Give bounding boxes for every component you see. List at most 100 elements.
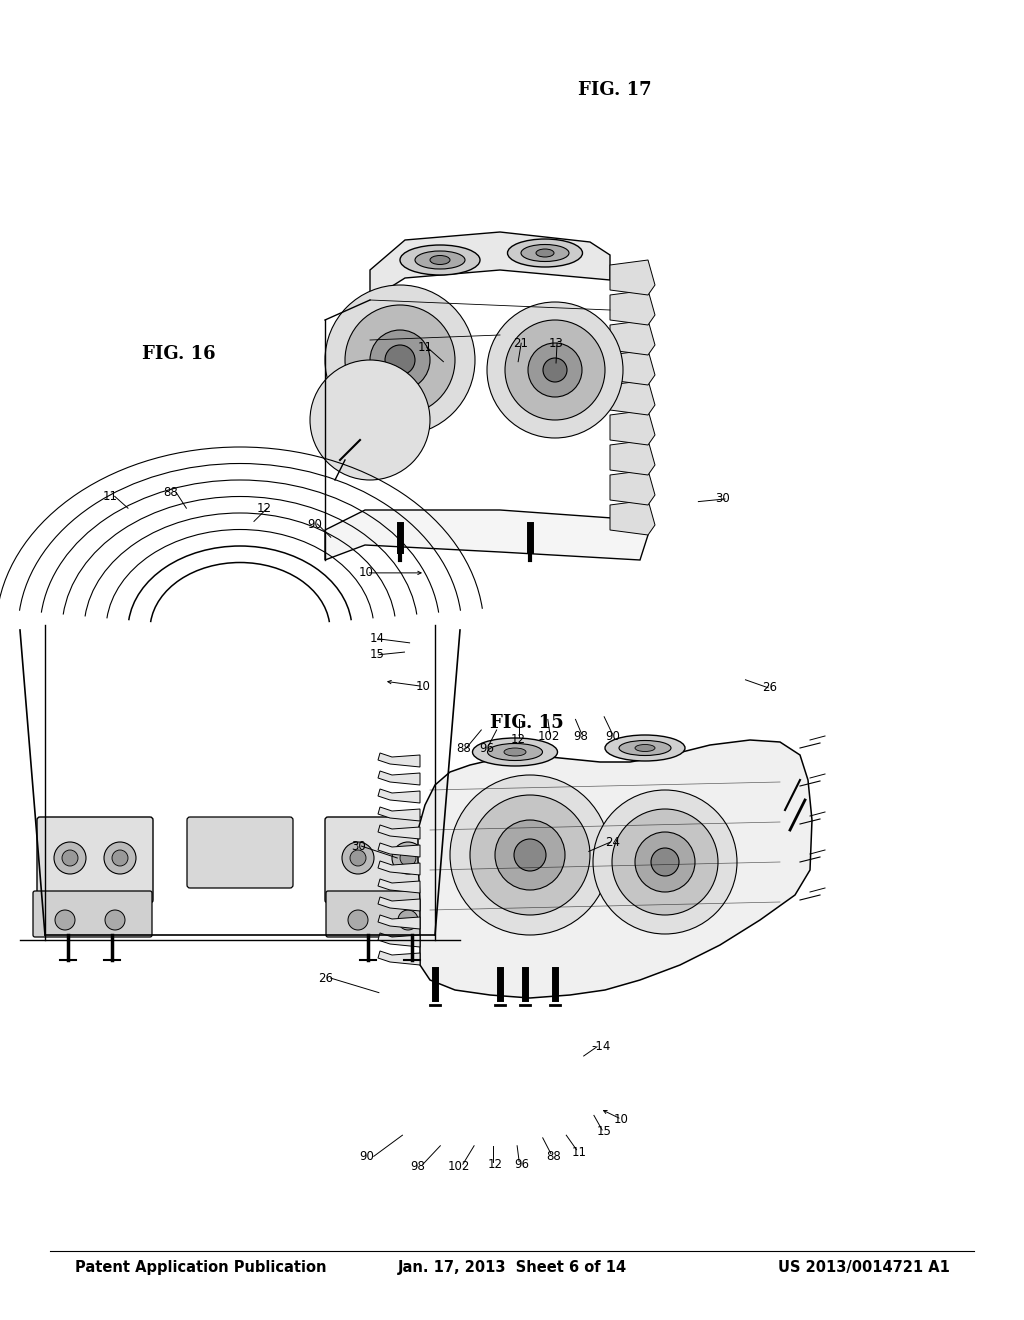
FancyBboxPatch shape <box>326 891 445 937</box>
Ellipse shape <box>605 735 685 762</box>
Polygon shape <box>325 510 648 560</box>
Circle shape <box>505 319 605 420</box>
Circle shape <box>392 842 424 874</box>
Text: 12: 12 <box>488 1158 503 1171</box>
Circle shape <box>635 832 695 892</box>
Circle shape <box>345 305 455 414</box>
Text: 12: 12 <box>257 502 271 515</box>
Polygon shape <box>378 879 420 894</box>
Circle shape <box>651 847 679 876</box>
Polygon shape <box>378 915 420 929</box>
Polygon shape <box>378 898 420 911</box>
Ellipse shape <box>635 744 655 751</box>
Circle shape <box>348 909 368 931</box>
Ellipse shape <box>472 738 557 766</box>
Text: Jan. 17, 2013  Sheet 6 of 14: Jan. 17, 2013 Sheet 6 of 14 <box>397 1259 627 1275</box>
Polygon shape <box>418 741 812 998</box>
Circle shape <box>470 795 590 915</box>
Text: 102: 102 <box>538 730 560 743</box>
Text: 88: 88 <box>164 486 178 499</box>
Text: 88: 88 <box>457 742 471 755</box>
Circle shape <box>105 909 125 931</box>
Polygon shape <box>378 752 420 767</box>
Ellipse shape <box>521 244 569 261</box>
FancyBboxPatch shape <box>37 817 153 903</box>
Ellipse shape <box>508 239 583 267</box>
Polygon shape <box>378 950 420 965</box>
Text: FIG. 16: FIG. 16 <box>142 345 216 363</box>
Circle shape <box>350 850 366 866</box>
Polygon shape <box>610 350 655 385</box>
Circle shape <box>54 842 86 874</box>
Text: 88: 88 <box>547 1150 561 1163</box>
Circle shape <box>104 842 136 874</box>
Text: 10: 10 <box>614 1113 629 1126</box>
Circle shape <box>495 820 565 890</box>
Text: 90: 90 <box>307 517 322 531</box>
Circle shape <box>593 789 737 935</box>
Ellipse shape <box>536 249 554 257</box>
Text: 11: 11 <box>418 341 432 354</box>
Ellipse shape <box>430 256 450 264</box>
Text: 13: 13 <box>549 337 563 350</box>
Text: 96: 96 <box>479 742 494 755</box>
Polygon shape <box>370 232 610 300</box>
Circle shape <box>112 850 128 866</box>
Circle shape <box>325 285 475 436</box>
Ellipse shape <box>618 741 671 755</box>
Polygon shape <box>378 933 420 946</box>
Circle shape <box>543 358 567 381</box>
FancyBboxPatch shape <box>187 817 293 888</box>
Text: 26: 26 <box>763 681 777 694</box>
Circle shape <box>514 840 546 871</box>
Ellipse shape <box>400 246 480 275</box>
Text: FIG. 17: FIG. 17 <box>578 81 651 99</box>
Polygon shape <box>378 843 420 857</box>
Ellipse shape <box>487 743 543 760</box>
Text: 98: 98 <box>411 1160 425 1173</box>
Polygon shape <box>378 789 420 803</box>
Text: US 2013/0014721 A1: US 2013/0014721 A1 <box>778 1259 950 1275</box>
Text: 14: 14 <box>370 632 384 645</box>
Text: FIG. 15: FIG. 15 <box>490 714 564 733</box>
FancyBboxPatch shape <box>325 817 441 903</box>
Text: 21: 21 <box>513 337 527 350</box>
Circle shape <box>612 809 718 915</box>
Text: 11: 11 <box>572 1146 587 1159</box>
Polygon shape <box>610 470 655 506</box>
Polygon shape <box>378 861 420 875</box>
FancyBboxPatch shape <box>33 891 152 937</box>
Text: 30: 30 <box>716 492 730 506</box>
Polygon shape <box>610 440 655 475</box>
Text: 15: 15 <box>597 1125 611 1138</box>
Circle shape <box>487 302 623 438</box>
Text: 30: 30 <box>351 840 366 853</box>
Circle shape <box>370 330 430 389</box>
Circle shape <box>385 345 415 375</box>
Text: 102: 102 <box>447 1160 470 1173</box>
Circle shape <box>310 360 430 480</box>
Circle shape <box>55 909 75 931</box>
Text: 15: 15 <box>370 648 384 661</box>
Text: 11: 11 <box>103 490 118 503</box>
Text: 24: 24 <box>605 836 620 849</box>
Polygon shape <box>378 807 420 821</box>
Polygon shape <box>378 771 420 785</box>
Circle shape <box>450 775 610 935</box>
Polygon shape <box>610 380 655 414</box>
Text: 90: 90 <box>359 1150 374 1163</box>
Ellipse shape <box>415 251 465 269</box>
Text: 96: 96 <box>515 1158 529 1171</box>
Circle shape <box>398 909 418 931</box>
Polygon shape <box>610 500 655 535</box>
Ellipse shape <box>504 748 526 756</box>
Text: 98: 98 <box>573 730 588 743</box>
Text: 26: 26 <box>318 972 333 985</box>
Circle shape <box>342 842 374 874</box>
Circle shape <box>528 343 582 397</box>
Text: -14: -14 <box>592 1040 610 1053</box>
Polygon shape <box>610 319 655 355</box>
Text: 12: 12 <box>511 733 525 746</box>
Polygon shape <box>610 260 655 294</box>
Polygon shape <box>378 825 420 840</box>
